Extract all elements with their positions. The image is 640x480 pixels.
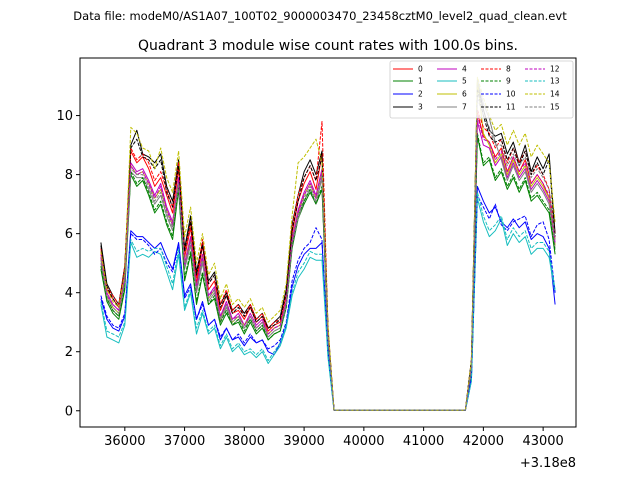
legend-label-7: 7 bbox=[462, 103, 467, 112]
plot-area bbox=[79, 57, 577, 428]
y-tick-label: 6 bbox=[65, 227, 73, 242]
legend-label-13: 13 bbox=[550, 77, 560, 86]
axes-frame bbox=[79, 57, 577, 428]
x-tick-label: 36000 bbox=[104, 434, 145, 449]
y-axis: 0 2 4 6 8 10 bbox=[56, 109, 80, 419]
legend-label-9: 9 bbox=[506, 77, 511, 86]
x-tick-label: 40000 bbox=[343, 434, 384, 449]
supertitle: Data file: modeM0/AS1A07_100T02_90000034… bbox=[73, 9, 567, 23]
y-tick-label: 2 bbox=[65, 345, 73, 360]
legend-label-5: 5 bbox=[462, 77, 467, 86]
legend-label-6: 6 bbox=[462, 90, 467, 99]
legend-label-11: 11 bbox=[506, 103, 516, 112]
axes-background bbox=[80, 58, 576, 427]
legend-label-0: 0 bbox=[418, 65, 423, 74]
legend-label-12: 12 bbox=[550, 65, 560, 74]
legend-label-14: 14 bbox=[550, 90, 560, 99]
y-tick-label: 4 bbox=[65, 286, 73, 301]
y-tick-label: 10 bbox=[56, 109, 73, 124]
legend-label-8: 8 bbox=[506, 65, 511, 74]
y-tick-label: 8 bbox=[65, 168, 73, 183]
x-tick-label: 42000 bbox=[463, 434, 504, 449]
x-tick-label: 39000 bbox=[283, 434, 324, 449]
x-tick-label: 41000 bbox=[403, 434, 444, 449]
legend-label-15: 15 bbox=[550, 103, 560, 112]
legend-label-2: 2 bbox=[418, 90, 423, 99]
legend-frame bbox=[389, 60, 574, 119]
x-axis: 36000 37000 38000 39000 40000 41000 42000 43000 bbox=[104, 427, 564, 449]
legend-label-10: 10 bbox=[506, 90, 516, 99]
legend-label-3: 3 bbox=[418, 103, 423, 112]
legend-label-1: 1 bbox=[418, 77, 423, 86]
legend-label-4: 4 bbox=[462, 65, 467, 74]
x-tick-label: 38000 bbox=[224, 434, 265, 449]
y-tick-label: 0 bbox=[65, 404, 73, 419]
x-tick-label: 37000 bbox=[164, 434, 205, 449]
x-offset-label: +3.18e8 bbox=[520, 456, 576, 471]
series-line-13 bbox=[100, 191, 556, 411]
chart-title: Quadrant 3 module wise count rates with … bbox=[138, 38, 518, 54]
x-tick-label: 43000 bbox=[522, 434, 563, 449]
